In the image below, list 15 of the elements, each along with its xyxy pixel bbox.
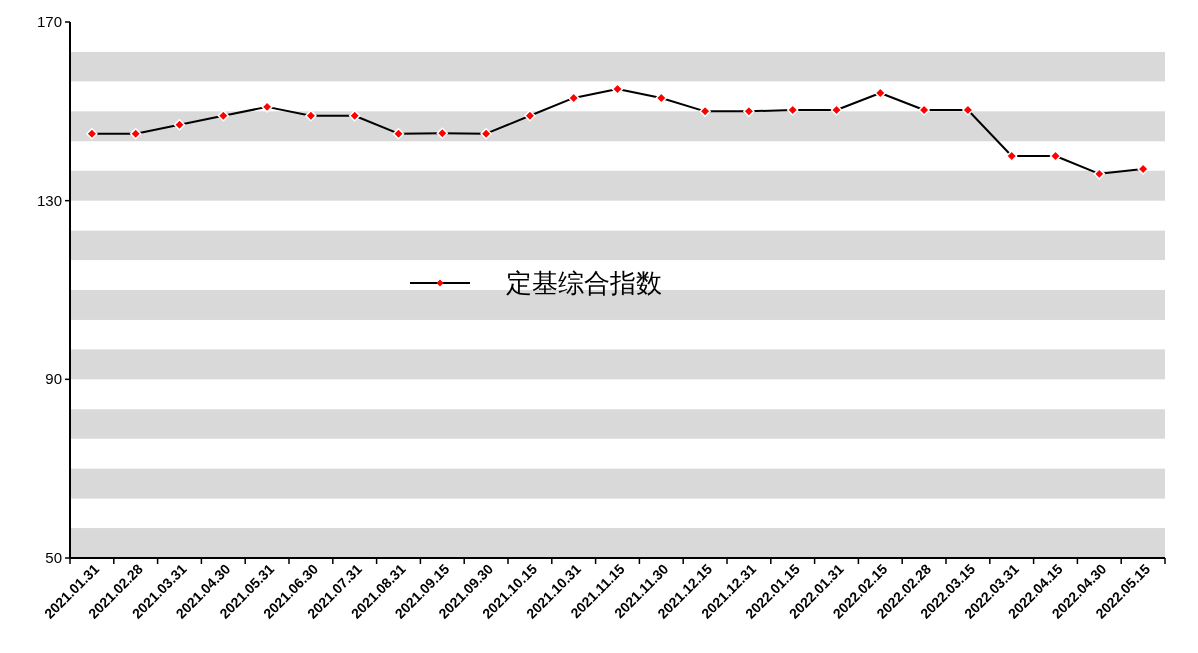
point [392,127,405,140]
point [480,127,492,140]
point [129,127,142,140]
point [348,110,361,122]
point [305,110,317,122]
y-tick-label: 90 [45,370,62,388]
y-tick-label: 170 [36,13,62,30]
point [436,127,449,139]
point [524,110,536,122]
point [173,118,186,131]
legend-label: 定基综合指数 [506,268,662,298]
y-tick-label: 50 [45,549,62,566]
y-tick-label: 130 [36,191,62,209]
point [217,110,230,122]
point [86,127,98,140]
